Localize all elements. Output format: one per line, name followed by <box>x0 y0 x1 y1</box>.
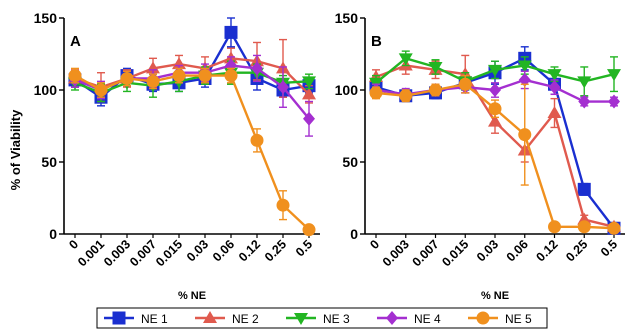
data-point <box>488 114 502 127</box>
y-tick-label: 0 <box>49 226 57 242</box>
y-tick-label: 150 <box>335 10 359 26</box>
data-point <box>303 111 315 126</box>
x-axis-label: % NE <box>178 290 206 302</box>
data-point <box>608 94 620 109</box>
y-tick-label: 100 <box>335 82 359 98</box>
legend: NE 1 NE 2 NE 3 NE 4 NE 5 <box>96 307 548 329</box>
legend-entry-ne-2: NE 2 <box>195 311 259 326</box>
data-point <box>548 80 561 95</box>
x-tick-label: 0.06 <box>210 237 237 264</box>
series-ne-5 <box>369 74 621 235</box>
series-ne-5 <box>68 67 316 237</box>
data-point <box>547 106 562 119</box>
legend-entry-ne-4: NE 4 <box>377 311 441 326</box>
y-tick-label: 50 <box>342 154 358 170</box>
data-point <box>518 72 531 87</box>
y-axis-label: % of Viability <box>8 109 23 190</box>
legend-label: NE 1 <box>141 312 168 326</box>
y-tick-label: 50 <box>41 154 57 170</box>
legend-entry-ne-1: NE 1 <box>104 311 168 326</box>
x-tick-label: 0.003 <box>380 237 412 269</box>
data-point <box>68 69 82 83</box>
data-point <box>489 83 501 97</box>
data-point <box>577 182 591 196</box>
data-point <box>607 69 621 82</box>
data-point <box>276 198 290 212</box>
data-point <box>517 60 532 73</box>
legend-marker <box>476 311 490 325</box>
data-point <box>577 76 592 89</box>
data-point <box>251 61 263 76</box>
legend-entry-ne-3: NE 3 <box>286 312 350 326</box>
data-point <box>198 69 212 83</box>
data-point <box>577 220 591 234</box>
data-point <box>250 133 264 147</box>
legend-entry-ne-5: NE 5 <box>468 311 532 326</box>
y-tick-label: 100 <box>34 82 58 98</box>
series-line <box>74 29 310 99</box>
legend-label: NE 4 <box>414 312 441 326</box>
data-point <box>428 61 443 74</box>
data-point <box>302 76 316 89</box>
data-point <box>224 69 238 83</box>
x-tick-label: 0.007 <box>410 237 442 269</box>
legend-marker <box>112 311 126 325</box>
data-point <box>458 77 472 91</box>
x-tick-label: 0.003 <box>101 237 133 269</box>
data-point <box>399 89 413 103</box>
data-point <box>547 69 562 82</box>
data-point <box>224 25 238 39</box>
data-point <box>172 69 186 83</box>
data-point <box>429 83 442 97</box>
series-line <box>74 74 310 231</box>
x-tick-label: 0.25 <box>262 237 289 264</box>
y-tick-label: 0 <box>350 226 358 242</box>
data-point <box>302 87 316 100</box>
legend-marker <box>294 313 308 325</box>
data-point <box>369 86 383 100</box>
y-tick-label: 150 <box>34 10 58 26</box>
data-point <box>277 80 289 95</box>
x-tick-label: 0.007 <box>127 237 159 269</box>
x-tick-label: 0.06 <box>504 237 531 264</box>
panel-label: A <box>70 33 81 50</box>
data-point <box>94 83 108 97</box>
legend-label: NE 3 <box>323 312 350 326</box>
data-point <box>302 223 316 237</box>
panel-label: B <box>371 33 382 50</box>
series-line <box>74 57 310 96</box>
panel-a: 05010015000.0010.0030.0070.0150.030.060.… <box>34 10 320 302</box>
x-axis-label: % NE <box>481 290 509 302</box>
data-point <box>607 221 621 235</box>
data-point <box>398 53 413 66</box>
x-tick-label: 0.25 <box>563 237 590 264</box>
x-tick-label: 0.5 <box>598 237 620 259</box>
data-point <box>146 74 160 88</box>
series-line <box>74 64 310 120</box>
x-tick-label: 0.5 <box>293 237 315 259</box>
legend-marker <box>386 311 398 325</box>
x-tick-label: 0.001 <box>75 237 107 269</box>
data-point <box>578 94 591 109</box>
legend-marker <box>203 311 217 323</box>
x-tick-label: 0 <box>66 237 81 252</box>
x-tick-label: 0.015 <box>153 237 185 269</box>
data-point <box>488 102 502 116</box>
x-tick-label: 0.12 <box>534 237 561 264</box>
panels: 05010015000.0010.0030.0070.0150.030.060.… <box>34 10 625 302</box>
x-tick-label: 0.015 <box>439 237 471 269</box>
x-tick-label: 0.03 <box>184 237 211 264</box>
x-tick-label: 0 <box>367 237 382 252</box>
x-tick-label: 0.03 <box>474 237 501 264</box>
x-tick-label: 0.12 <box>236 237 263 264</box>
data-point <box>488 64 502 77</box>
legend-label: NE 5 <box>505 312 532 326</box>
data-point <box>120 71 134 85</box>
legend-label: NE 2 <box>232 312 259 326</box>
data-point <box>518 128 532 142</box>
data-point <box>548 220 561 234</box>
